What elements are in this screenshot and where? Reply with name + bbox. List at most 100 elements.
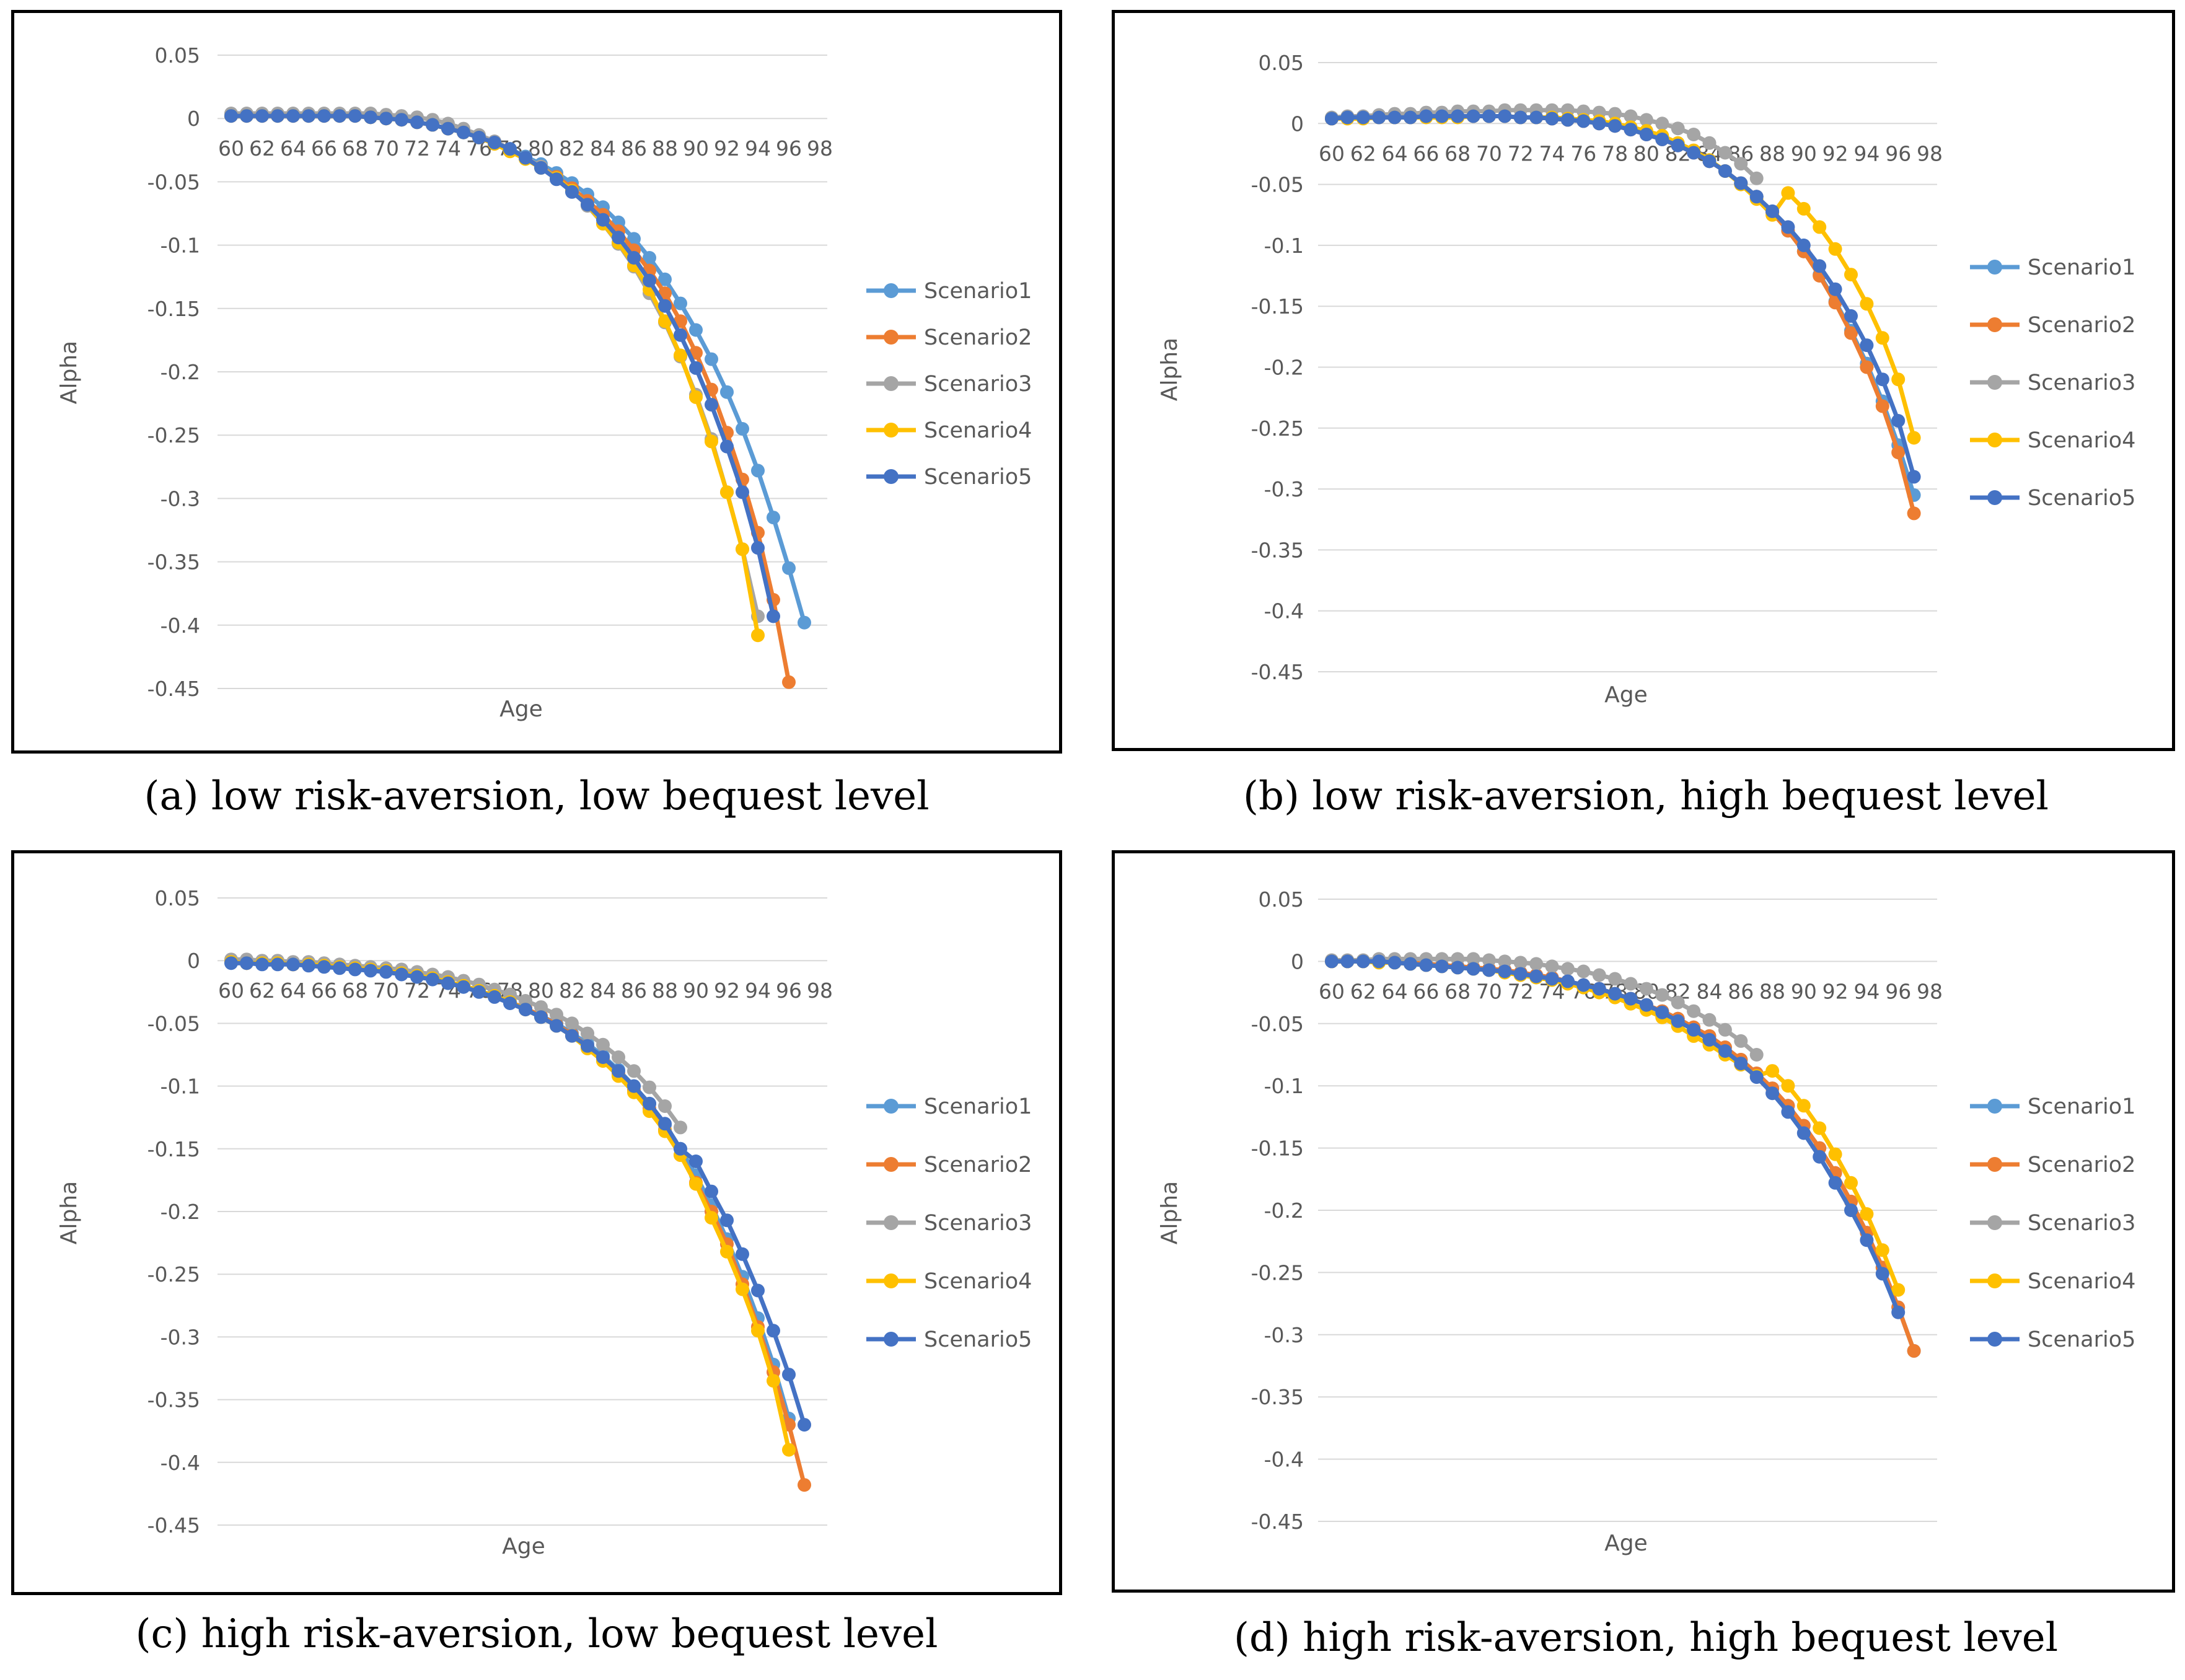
data-point — [255, 957, 269, 972]
data-point — [1451, 961, 1465, 975]
caption-d: (d) high risk-aversion, high bequest lev… — [1233, 1615, 2059, 1661]
y-axis-title: Alpha — [1157, 338, 1182, 401]
data-point — [1404, 957, 1417, 971]
data-point — [720, 439, 734, 454]
data-point — [302, 959, 315, 973]
data-point — [1860, 1207, 1874, 1221]
legend-label: Scenario3 — [924, 1211, 1032, 1236]
data-point — [782, 1368, 796, 1382]
x-tick-label: 66 — [311, 979, 337, 1003]
data-point — [643, 251, 656, 265]
data-point — [534, 161, 548, 175]
data-point — [798, 615, 811, 630]
data-point — [736, 485, 749, 499]
data-point — [1482, 963, 1496, 977]
series-line — [231, 113, 760, 636]
x-tick-label: 80 — [1633, 141, 1660, 165]
y-tick-label: -0.3 — [160, 1325, 200, 1349]
data-point — [1624, 123, 1638, 137]
data-point — [1813, 1121, 1827, 1135]
series-line — [231, 959, 807, 1486]
data-point — [627, 232, 641, 246]
data-point — [658, 272, 672, 286]
data-point — [1796, 1126, 1811, 1140]
series-scenario2 — [1325, 109, 1921, 521]
data-point — [271, 957, 284, 972]
data-point — [317, 109, 331, 123]
y-tick-label: -0.4 — [160, 1451, 200, 1475]
data-point — [627, 1064, 641, 1078]
x-tick-label: 96 — [1885, 979, 1911, 1003]
x-tick-label: 62 — [249, 979, 275, 1003]
y-tick-label: -0.15 — [1251, 1137, 1304, 1161]
legend-label: Scenario1 — [2028, 1094, 2135, 1119]
data-point — [1734, 1057, 1748, 1071]
data-point — [1340, 954, 1355, 969]
data-point — [488, 990, 501, 1004]
series-scenario5 — [1325, 954, 1906, 1319]
data-point — [674, 1120, 687, 1135]
data-point — [736, 422, 749, 436]
legend-label: Scenario3 — [2028, 371, 2135, 395]
data-point — [534, 1010, 548, 1024]
legend-label: Scenario3 — [2028, 1211, 2135, 1236]
series-line — [1331, 108, 1759, 180]
data-point — [782, 675, 796, 689]
data-point — [1860, 297, 1874, 311]
data-point — [581, 198, 594, 212]
y-tick-label: -0.1 — [1264, 1074, 1304, 1098]
data-point — [1372, 954, 1386, 969]
data-point — [1702, 1013, 1717, 1027]
y-tick-label: -0.15 — [147, 1137, 200, 1161]
data-point — [1576, 964, 1591, 979]
data-point — [767, 1374, 780, 1388]
data-point — [1482, 109, 1496, 123]
y-tick-label: -0.3 — [160, 486, 200, 511]
x-axis-title: Age — [1604, 682, 1648, 708]
x-tick-label: 66 — [1413, 979, 1439, 1003]
data-point — [426, 972, 439, 987]
y-tick-label: -0.2 — [160, 1200, 200, 1224]
data-point — [1356, 110, 1370, 125]
data-point — [1545, 112, 1559, 126]
legend-marker — [884, 469, 899, 484]
data-point — [286, 109, 300, 123]
data-point — [1875, 372, 1889, 387]
data-point — [1340, 110, 1355, 125]
data-point — [1592, 982, 1606, 996]
data-point — [1513, 956, 1528, 970]
legend-marker — [884, 1157, 899, 1172]
data-point — [1639, 982, 1653, 996]
series-line — [231, 113, 791, 683]
x-tick-label: 70 — [373, 136, 399, 161]
data-point — [767, 511, 780, 525]
data-point — [1875, 331, 1889, 345]
data-point — [1498, 964, 1512, 979]
data-point — [410, 115, 424, 130]
legend-item-scenario5: Scenario5 — [1970, 486, 2135, 511]
data-point — [565, 185, 579, 199]
legend-marker — [1987, 317, 2002, 332]
x-tick-label: 72 — [1508, 141, 1534, 165]
data-point — [1671, 995, 1685, 1009]
data-point — [798, 1478, 811, 1492]
x-tick-label: 64 — [280, 136, 306, 161]
y-tick-label: -0.1 — [160, 1075, 200, 1099]
data-point — [1529, 110, 1544, 125]
chart-panel-c: 0.05 0 -0.05 -0.1 -0.15 -0.2 -0.25 -0.3 -0.35 -0.… — [11, 850, 1062, 1595]
series-scenario5 — [1325, 109, 1921, 484]
data-point — [1498, 954, 1512, 969]
legend-marker — [884, 423, 899, 438]
chart-c-svg: 0.05 0 -0.05 -0.1 -0.15 -0.2 -0.25 -0.3 -0.35 -0.… — [56, 886, 1032, 1559]
data-point — [1624, 992, 1638, 1006]
data-point — [1891, 1283, 1906, 1297]
data-point — [1498, 109, 1512, 123]
y-tick-label: -0.4 — [160, 614, 200, 638]
legend-item-scenario3: Scenario3 — [866, 1211, 1032, 1236]
data-point — [1639, 128, 1653, 141]
data-point — [1687, 146, 1701, 160]
caption-b: (b) low risk-aversion, high bequest leve… — [1243, 773, 2049, 819]
x-tick-label: 94 — [745, 136, 771, 161]
chart-panel-d: 0.05 0 -0.05 -0.1 -0.15 -0.2 -0.25 -0.3 -0.35 -0.… — [1112, 850, 2175, 1593]
data-point — [689, 323, 703, 337]
